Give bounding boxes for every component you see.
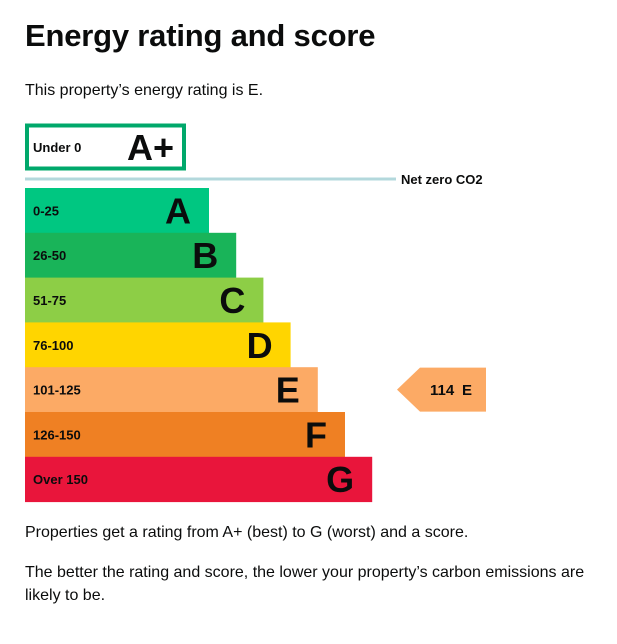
page-title: Energy rating and score: [25, 18, 376, 53]
band-c-bar: [25, 277, 264, 323]
rating-explanation: Properties get a rating from A+ (best) t…: [25, 524, 469, 541]
band-aplus-range: Under 0: [33, 140, 81, 155]
band-g-range: Over 150: [33, 472, 88, 487]
band-f-bar: [25, 412, 345, 458]
band-f-letter: F: [305, 414, 327, 455]
current-rating-arrow: [397, 367, 486, 412]
band-aplus-letter: A+: [127, 127, 174, 168]
current-rating-letter: E: [462, 382, 472, 399]
current-score: 114: [430, 382, 455, 399]
band-d-range: 76-100: [33, 338, 73, 353]
net-zero-label: Net zero CO2: [401, 172, 483, 187]
band-aplus-box: [25, 123, 186, 171]
band-g-bar: [25, 456, 373, 503]
band-f-range: 126-150: [33, 427, 81, 442]
band-e-range: 101-125: [33, 383, 81, 398]
band-a-range: 0-25: [33, 203, 59, 218]
band-d-bar: [25, 322, 291, 368]
band-b-range: 26-50: [33, 248, 66, 263]
band-b-letter: B: [192, 235, 218, 276]
energy-rating-chart: Under 0 A+ Net zero CO2 0-25 A 26-50 B 51-75 C 76…: [25, 123, 486, 503]
band-d-letter: D: [247, 325, 273, 366]
band-c-range: 51-75: [33, 293, 66, 308]
band-a-letter: A: [165, 190, 191, 231]
band-e-letter: E: [276, 370, 300, 411]
band-c-letter: C: [219, 280, 245, 321]
band-g-letter: G: [326, 459, 354, 500]
band-b-bar: [25, 232, 237, 279]
emissions-explanation: The better the rating and score, the low…: [25, 564, 585, 604]
rating-summary: This property’s energy rating is E.: [25, 82, 264, 99]
band-e-bar: [25, 367, 318, 413]
band-a-bar: [25, 188, 209, 234]
